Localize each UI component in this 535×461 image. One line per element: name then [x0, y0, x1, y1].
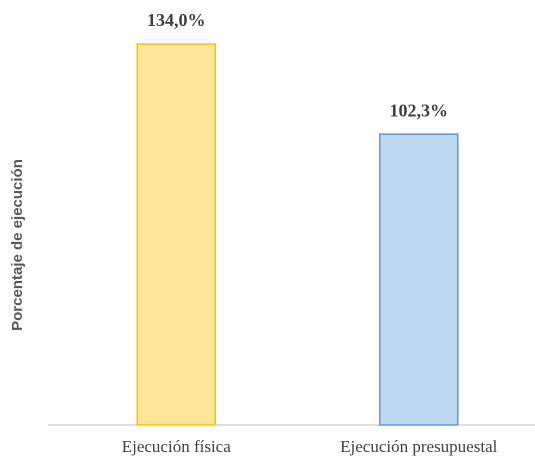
x-tick-label: Ejecución presupuestal [340, 437, 497, 456]
x-tick-label: Ejecución física [122, 437, 231, 456]
value-label: 102,3% [390, 100, 449, 120]
y-axis-label: Porcentaje de ejecución [9, 159, 26, 331]
value-label: 134,0% [147, 10, 206, 30]
bar [136, 43, 216, 426]
bar [379, 133, 459, 426]
